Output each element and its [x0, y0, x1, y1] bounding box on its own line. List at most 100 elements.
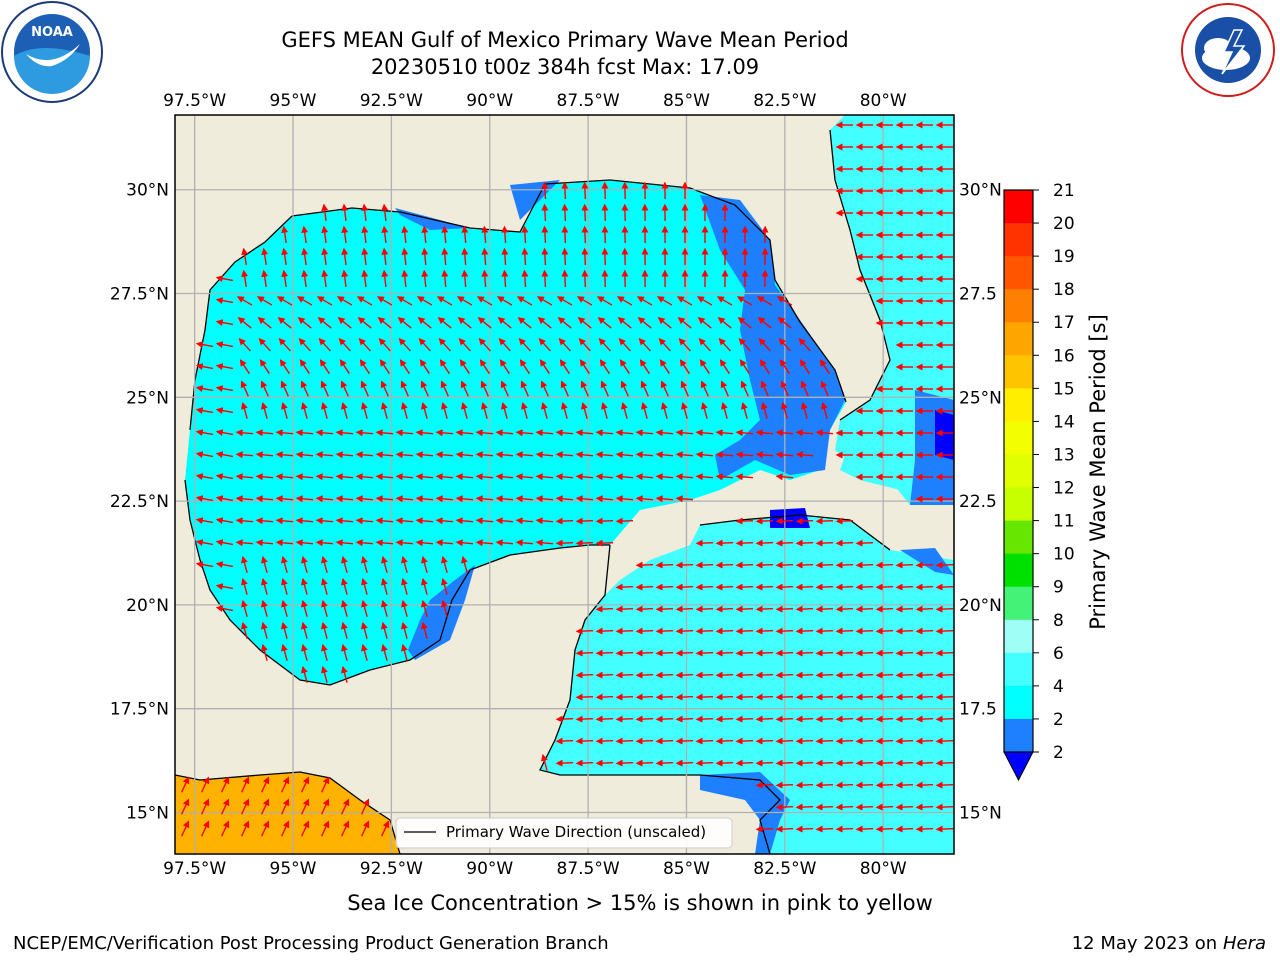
wave-arrow: [675, 561, 694, 569]
wave-arrow: [935, 671, 954, 679]
wave-arrow: [855, 605, 874, 613]
wave-arrow: [280, 577, 288, 595]
wave-arrow: [635, 649, 654, 657]
wave-arrow: [260, 555, 268, 573]
honduras-shelf: [700, 772, 790, 854]
wave-arrow: [655, 715, 674, 723]
wave-arrow: [440, 577, 448, 595]
wave-arrow: [696, 296, 713, 306]
wave-arrow: [795, 583, 814, 591]
wave-arrow: [215, 429, 234, 437]
wave-arrow: [180, 798, 190, 815]
wave-arrow: [515, 429, 534, 437]
wave-arrow: [296, 296, 313, 306]
wave-arrow: [815, 671, 834, 679]
wave-arrow: [400, 380, 409, 397]
wave-arrow: [657, 317, 672, 329]
wave-arrow: [215, 385, 234, 393]
wave-arrow: [875, 671, 894, 679]
wave-arrow: [795, 825, 814, 833]
wave-arrow: [281, 225, 289, 244]
wave-arrow: [480, 401, 488, 419]
colorbar-tick-label: 11: [1053, 512, 1075, 532]
wave-arrow: [195, 385, 214, 393]
wave-arrow: [476, 296, 493, 306]
wave-arrow: [720, 380, 729, 397]
colorbar-segment: [1004, 586, 1033, 621]
wave-arrow: [595, 517, 614, 525]
svg-text:NOAA: NOAA: [31, 25, 73, 40]
wave-arrow: [241, 269, 249, 288]
wave-arrow: [240, 798, 250, 815]
wave-arrow: [715, 759, 734, 767]
wave-arrow: [675, 671, 694, 679]
wave-arrow: [535, 451, 554, 459]
wave-arrow: [401, 225, 409, 244]
lat-labels-right: 30°N 27.5 25°N 22.5 20°N 17.5 15°N: [959, 181, 1002, 824]
wave-arrow: [675, 451, 694, 459]
wave-arrow: [640, 380, 649, 397]
wave-arrow: [700, 380, 709, 397]
wave-arrow: [255, 517, 274, 525]
colorbar-segment: [1004, 355, 1033, 389]
wave-arrow: [875, 561, 894, 569]
wave-arrow: [300, 621, 308, 639]
wave-arrow: [819, 359, 830, 375]
wave-arrow: [555, 517, 574, 525]
wave-arrow: [200, 820, 210, 837]
wave-arrow: [301, 269, 309, 288]
wave-arrow: [658, 338, 671, 352]
wave-arrow: [675, 737, 694, 745]
wave-arrow: [255, 429, 274, 437]
wave-arrow: [800, 401, 808, 419]
wave-arrow: [258, 338, 271, 352]
wave-arrow: [615, 605, 634, 613]
wave-arrow: [835, 539, 854, 547]
wave-arrow: [416, 296, 433, 306]
wave-arrow: [740, 401, 748, 419]
wave-arrow: [735, 627, 754, 635]
wave-arrow: [895, 605, 914, 613]
wave-arrow: [615, 693, 634, 701]
wave-arrow: [320, 380, 329, 397]
wave-arrow: [675, 583, 694, 591]
wave-arrow: [715, 671, 734, 679]
wave-arrow: [479, 359, 490, 375]
wave-arrow: [835, 561, 854, 569]
lon-tick-label: 92.5°W: [360, 91, 423, 111]
wave-arrow: [195, 341, 214, 349]
wave-arrow: [615, 517, 634, 525]
lon-labels-bottom: 97.5°W 95°W 92.5°W 90°W 87.5°W 85°W 82.5°W 80°W: [163, 859, 907, 879]
wave-arrow: [561, 203, 569, 222]
wave-arrow: [855, 803, 874, 811]
wave-arrow: [675, 759, 694, 767]
wave-arrow: [795, 627, 814, 635]
wave-arrow: [455, 517, 474, 525]
colorbar-tick-label: 4: [1053, 677, 1064, 697]
wave-arrow: [835, 715, 854, 723]
wave-arrow: [595, 759, 614, 767]
wave-arrow: [915, 715, 934, 723]
wave-arrow: [735, 737, 754, 745]
wave-arrow: [421, 247, 429, 266]
wave-arrow: [381, 247, 389, 266]
lat-tick-label: 20°N: [959, 596, 1002, 616]
wave-arrow: [195, 407, 214, 415]
wave-arrow: [396, 296, 413, 306]
wave-arrow: [755, 583, 774, 591]
machine-name: Hera: [1222, 933, 1266, 954]
wave-arrow: [576, 296, 593, 306]
wave-arrow: [778, 338, 791, 352]
colorbar-segment: [1004, 718, 1033, 753]
wave-arrow: [795, 759, 814, 767]
wave-arrow: [417, 317, 432, 329]
wave-arrow: [415, 495, 434, 503]
wave-arrow: [180, 820, 190, 837]
wave-arrow: [320, 401, 328, 419]
wave-arrow: [559, 359, 570, 375]
wave-arrow: [355, 517, 374, 525]
colorbar-tick-label: 16: [1053, 346, 1075, 366]
wave-arrow: [275, 429, 294, 437]
wave-arrow: [260, 820, 270, 837]
arrow-legend: Primary Wave Direction (unscaled): [395, 817, 733, 849]
